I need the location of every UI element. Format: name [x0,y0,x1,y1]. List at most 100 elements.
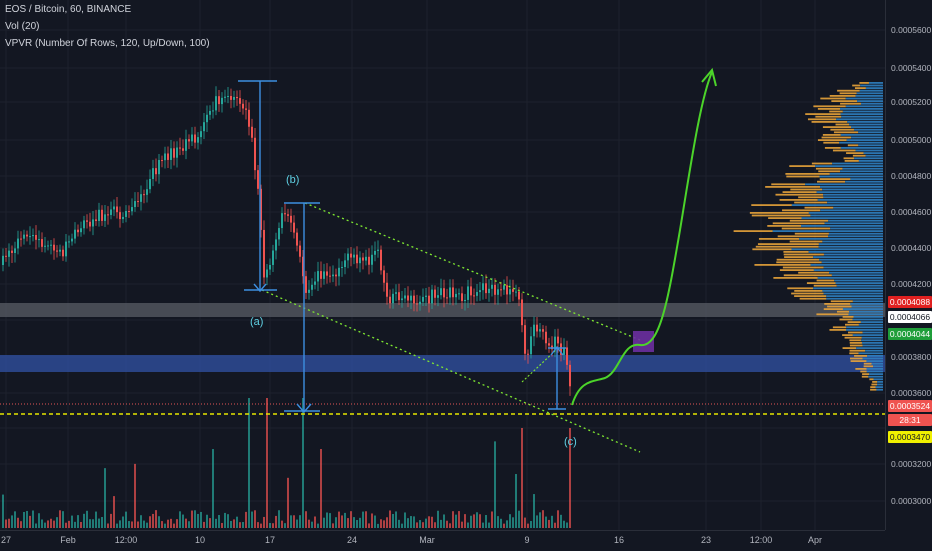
volume-bar [275,515,277,528]
candle-body [68,241,70,243]
vpvr-bar-down [782,266,824,269]
vpvr-bar-down [784,256,814,258]
vpvr-bar-up [842,110,883,113]
candle-body [461,293,463,302]
candle-body [491,284,493,289]
vpvr-bar-up [810,264,883,266]
candle-body [251,126,253,138]
candle-body [95,219,97,222]
candle-body [86,220,88,222]
vpvr-bar-up [840,134,883,136]
candle-body [170,148,172,160]
volume-bar [365,511,367,528]
vpvr-bar-up [822,188,883,191]
volume-bar [86,510,88,528]
volume-bar [110,513,112,528]
legend-symbol[interactable]: EOS / Bitcoin, 60, BINANCE [5,4,132,15]
candle-body [149,178,151,190]
price-chart[interactable] [0,0,885,530]
candle-body [413,295,415,304]
candle-body [20,238,22,240]
candle-body [332,274,334,277]
time-tick: 10 [194,535,206,545]
volume-bar [287,477,289,528]
volume-bar [161,521,163,528]
candle-body [128,210,130,212]
time-axis[interactable]: 27 Feb 12:00 10 17 24 Mar 9 16 23 12:00 … [0,530,885,551]
candle-body [53,244,55,251]
vpvr-bar-up [819,175,883,178]
volume-bar [188,521,190,528]
candle-body [299,245,301,257]
candle-body [293,222,295,233]
vpvr-bar-up [791,204,883,206]
price-tick: 0.0005200 [891,97,932,107]
vpvr-bar-up [839,141,883,144]
volume-bar [62,511,64,528]
vpvr-bar-down [752,248,792,251]
vpvr-bar-down [849,342,862,344]
volume-bar [263,516,265,528]
vpvr-bar-down [844,336,862,339]
candle-body [233,96,235,100]
vpvr-bar-down [787,287,814,290]
volume-bar [452,511,454,528]
volume-bar [128,521,130,528]
volume-bar [335,517,337,528]
time-tick: 17 [264,535,276,545]
support-zone [0,355,885,372]
candle-body [395,292,397,294]
vpvr-bar-up [858,131,883,134]
volume-bar [395,511,397,528]
volume-bar [32,510,34,528]
candle-body [344,260,346,268]
volume-bar [134,463,136,528]
vpvr-bar-up [813,256,883,258]
volume-bar [416,522,418,528]
vpvr-bar-up [805,183,883,186]
channel-lower-line [261,289,641,453]
vpvr-bar-up [876,388,883,391]
vpvr-bar-down [790,188,823,191]
legend-vpvr[interactable]: VPVR (Number Of Rows, 120, Up/Down, 100) [5,38,210,49]
volume-bar [296,519,298,528]
candle-body [500,289,502,291]
vpvr-bar-down [847,144,859,147]
vpvr-bar-up [873,365,883,368]
vpvr-bar-up [833,206,883,209]
vpvr-bar-down [813,284,837,287]
vpvr-bar-up [818,245,883,248]
volume-bar [272,523,274,528]
vpvr-bar-up [823,196,883,199]
candle-body [464,299,466,302]
vpvr-bar-up [836,118,883,121]
price-axis[interactable]: 0.0005600 0.0005400 0.0005200 0.0005000 … [885,0,932,530]
price-tick: 0.0004200 [891,279,932,289]
volume-bar [509,514,511,528]
vpvr-bar-up [824,222,883,225]
vpvr-bar-down [861,375,869,378]
vpvr-bar-up [822,290,883,292]
vpvr-bar-up [863,152,883,154]
candle-body [374,250,376,255]
candle-body [533,324,535,337]
vpvr-bar-up [831,274,883,277]
candle-body [272,250,274,265]
candle-body [506,285,508,295]
volume-bar [524,517,526,528]
candle-body [254,137,256,171]
vpvr-bar-down [817,139,847,141]
volume-bar [137,521,139,528]
legend-volume[interactable]: Vol (20) [5,21,40,32]
volume-bar [140,515,142,528]
candle-body [488,288,490,294]
candle-body [140,194,142,202]
volume-bar [170,518,172,528]
vpvr-bar-up [877,383,883,386]
vpvr-bar-down [835,123,850,126]
volume-bar [536,515,538,528]
candle-body [197,137,199,143]
vpvr-bar-down [852,154,866,157]
vpvr-bar-down [811,121,848,123]
vpvr-bar-up [823,292,883,295]
